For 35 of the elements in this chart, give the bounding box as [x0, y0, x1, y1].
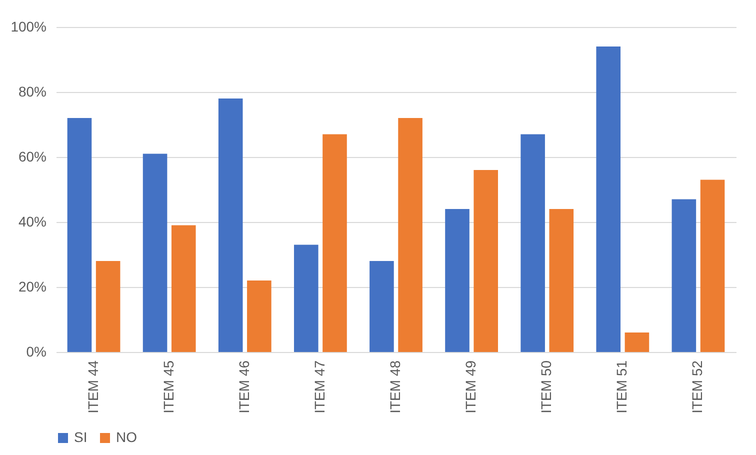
- y-tick-label: 0%: [26, 344, 46, 360]
- x-tick-label: ITEM 48: [387, 360, 403, 414]
- bar: [294, 244, 318, 352]
- y-tick-label: 40%: [18, 214, 46, 230]
- x-tick-label: ITEM 49: [462, 360, 479, 414]
- y-tick-label: 20%: [18, 278, 46, 294]
- x-tick-label: ITEM 50: [538, 360, 554, 414]
- bar: [700, 180, 725, 352]
- bar: [520, 134, 545, 352]
- bar: [67, 118, 92, 352]
- y-tick-label: 60%: [18, 148, 46, 164]
- bar: [218, 98, 243, 352]
- bar: [549, 209, 574, 352]
- bar: [474, 170, 498, 352]
- y-tick-label: 100%: [10, 18, 46, 34]
- bar: [672, 199, 696, 352]
- bar: [322, 134, 347, 352]
- bar: [624, 332, 650, 352]
- bar: [370, 261, 394, 352]
- x-tick-label: ITEM 44: [84, 360, 101, 414]
- x-tick-label: ITEM 52: [689, 360, 706, 414]
- x-tick-label: ITEM 51: [614, 360, 630, 414]
- bar: [247, 280, 272, 352]
- legend-label: NO: [116, 429, 138, 445]
- bar: [96, 261, 120, 352]
- bar: [398, 118, 422, 352]
- y-tick-label: 80%: [18, 84, 46, 100]
- bar: [596, 46, 621, 352]
- x-tick-label: ITEM 45: [160, 360, 176, 414]
- bar: [445, 209, 470, 352]
- bar: [142, 154, 168, 352]
- bar: [171, 225, 196, 352]
- legend-label: SI: [74, 429, 88, 445]
- x-tick-label: ITEM 47: [311, 360, 328, 414]
- x-tick-label: ITEM 46: [236, 360, 252, 414]
